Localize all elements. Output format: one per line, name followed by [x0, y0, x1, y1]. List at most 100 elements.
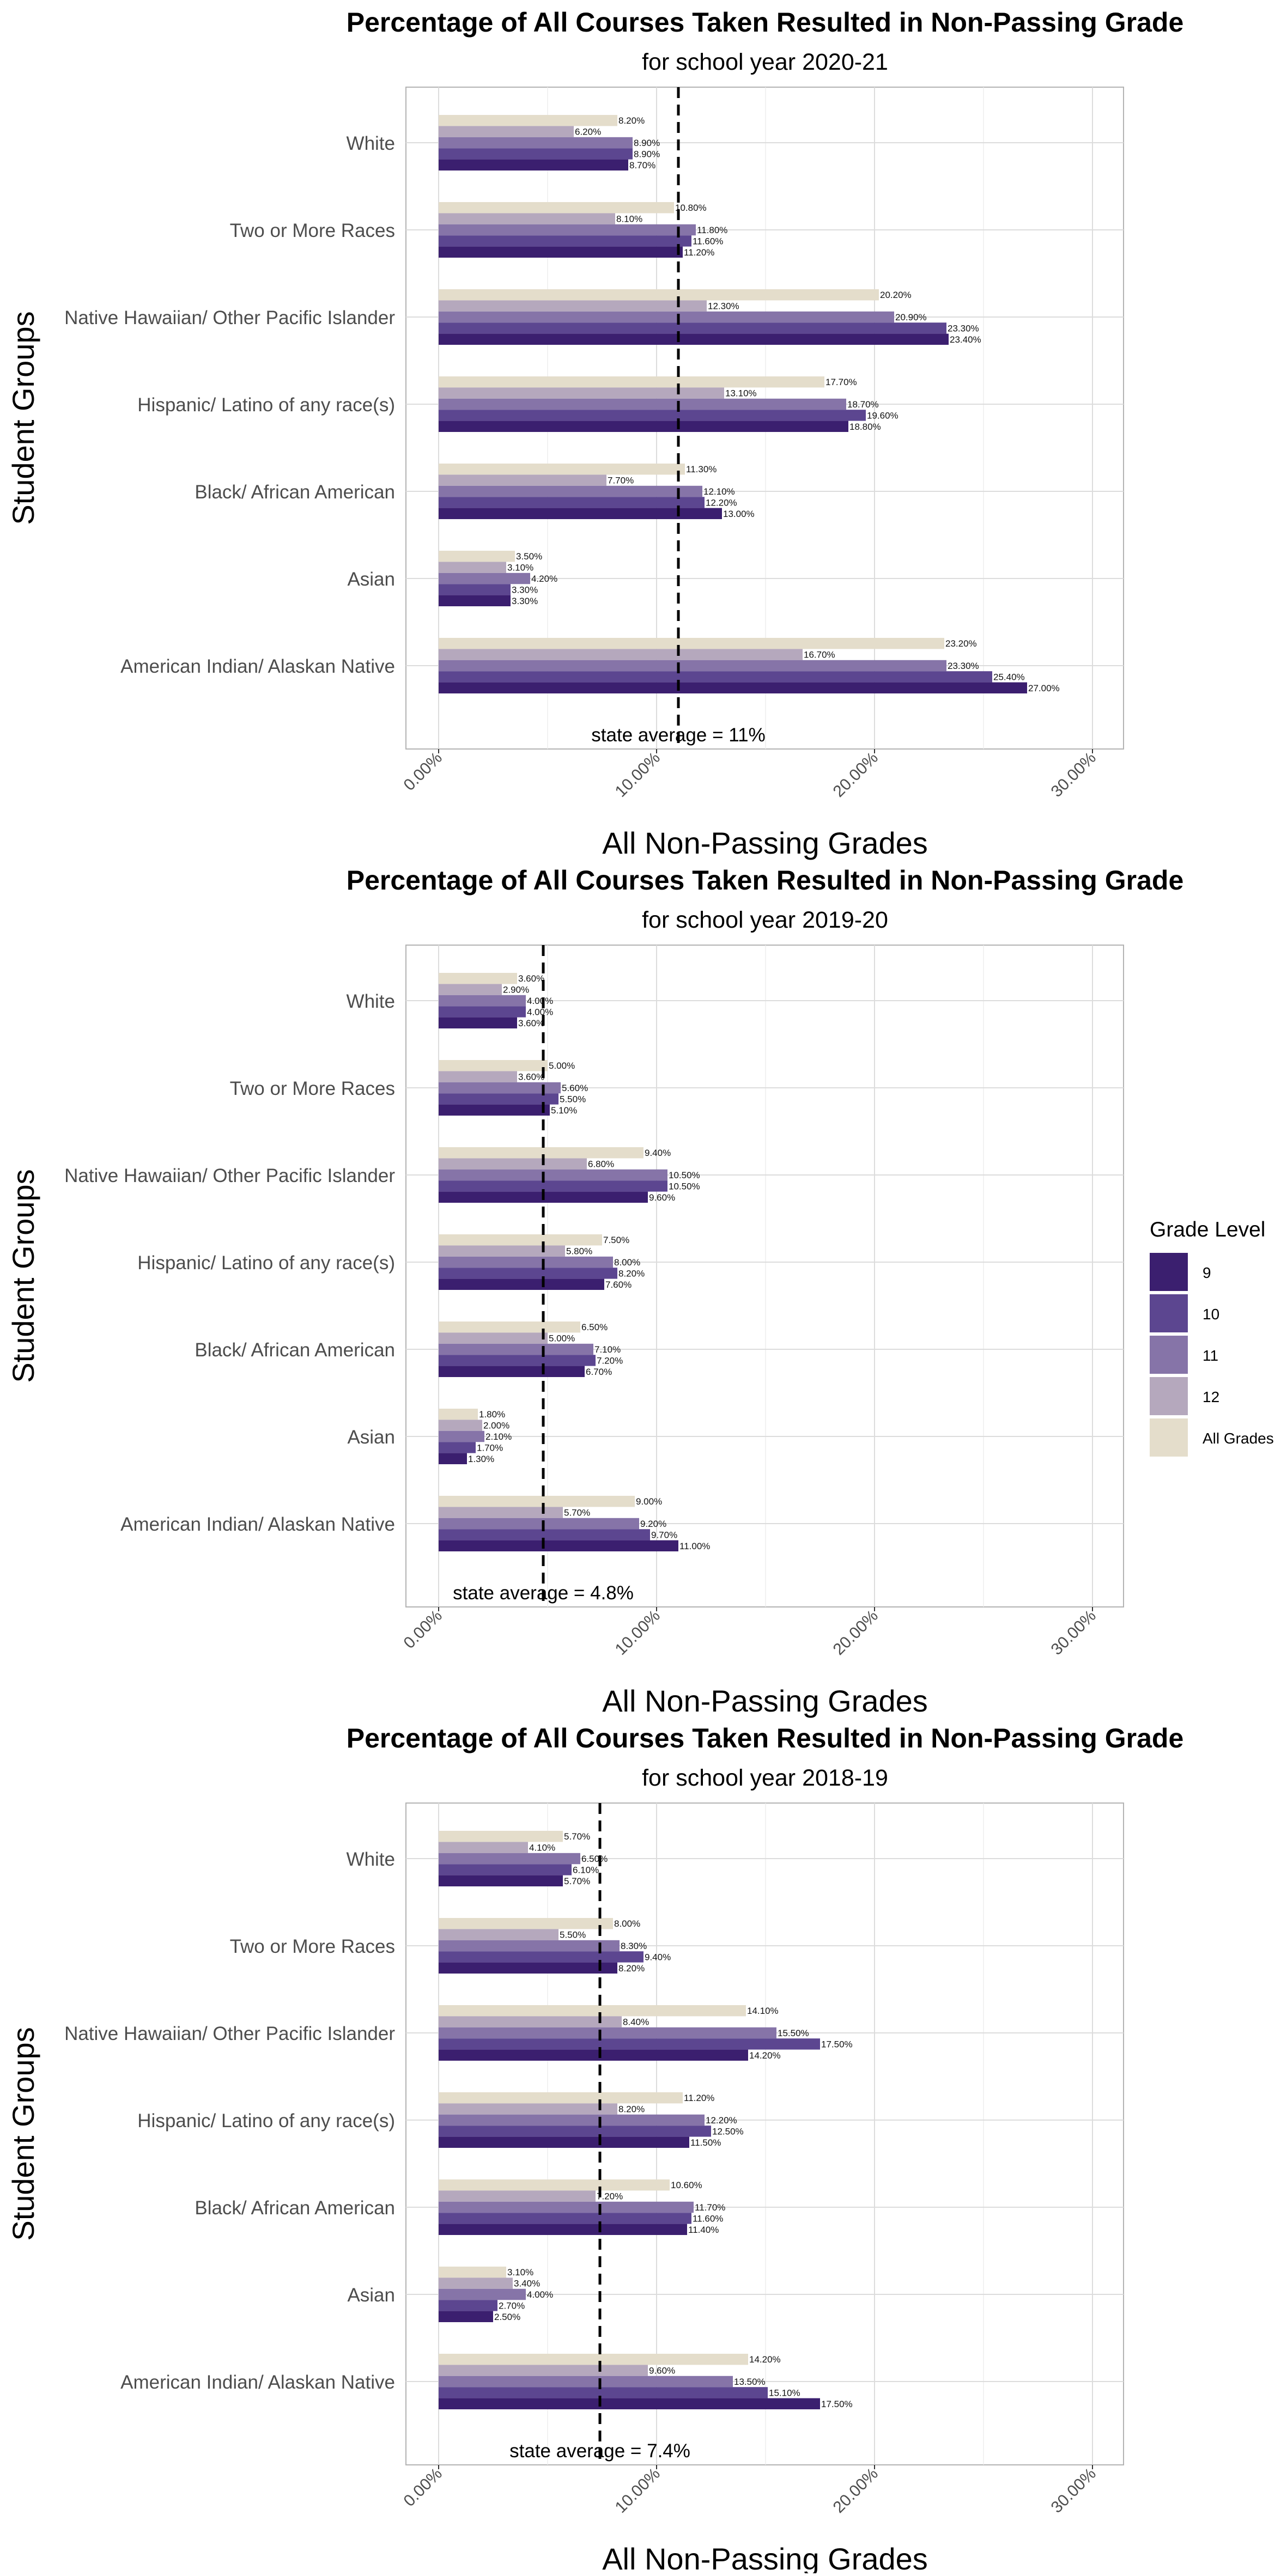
bar [439, 1006, 526, 1018]
bar [439, 638, 944, 649]
bar [439, 1529, 650, 1540]
bar [439, 2190, 596, 2202]
data-label: 11.30% [686, 464, 717, 474]
bar [439, 1507, 563, 1518]
series-11: 8.90% 11.80% 20.90% 18.70% 12.10% 4.20% 23.30% [439, 137, 979, 672]
bar [439, 2201, 694, 2213]
category-label-native-hawaiian-other-pacific-islander: Native Hawaiian/ Other Pacific Islander [64, 307, 395, 328]
data-label: 20.20% [880, 290, 912, 300]
data-label: 9.60% [649, 2366, 675, 2376]
bar [439, 551, 515, 562]
category-label-american-indian-alaskan-native: American Indian/ Alaskan Native [120, 2372, 395, 2393]
data-label: 12.50% [712, 2126, 744, 2136]
data-label: 8.90% [634, 138, 660, 148]
category-label-two-or-more-races: Two or More Races [230, 1078, 395, 1099]
data-label: 19.60% [867, 410, 899, 421]
bar [439, 2016, 622, 2027]
bar [439, 497, 705, 508]
data-label: 4.00% [527, 1007, 553, 1017]
data-label: 7.70% [608, 476, 634, 486]
bar [439, 995, 526, 1007]
bar [439, 202, 674, 214]
data-label: 11.50% [690, 2137, 721, 2148]
data-label: 12.10% [703, 486, 735, 497]
legend: Grade Level 9 10 11 12 All Grades [1150, 1218, 1274, 1457]
data-label: 15.50% [778, 2028, 809, 2038]
bar [439, 2213, 691, 2224]
data-label: 16.70% [804, 650, 835, 660]
bar [439, 1017, 517, 1028]
data-label: 3.10% [507, 563, 533, 573]
x-tick-label: 20.00% [830, 1607, 882, 1659]
data-label: 5.10% [551, 1105, 577, 1116]
data-label: 3.30% [512, 596, 538, 606]
data-label: 9.70% [651, 1530, 677, 1540]
bar [439, 246, 683, 258]
data-label: 23.20% [945, 638, 977, 649]
legend-label-9: 9 [1203, 1264, 1211, 1281]
data-label: 11.20% [684, 247, 714, 258]
bar [439, 1518, 639, 1530]
data-label: 3.50% [516, 551, 542, 562]
data-label: 3.60% [518, 973, 544, 984]
bar [439, 1278, 604, 1290]
data-label: 1.70% [477, 1442, 503, 1453]
legend-swatch-10 [1150, 1294, 1188, 1332]
chart-3: Percentage of All Courses Taken Resulted… [6, 1723, 1183, 2576]
bar [439, 398, 846, 410]
bar [439, 1420, 482, 1431]
data-label: 5.70% [564, 1876, 590, 1886]
legend-swatch-11 [1150, 1336, 1188, 1374]
data-label: 6.70% [586, 1367, 612, 1377]
data-label: 6.20% [575, 127, 601, 137]
bar [439, 1322, 580, 1333]
data-label: 8.00% [614, 1257, 640, 1268]
data-label: 7.20% [597, 2191, 623, 2202]
bar [439, 1256, 613, 1268]
bar [439, 421, 848, 432]
bar [439, 1929, 558, 1940]
category-label-black-african-american: Black/ African American [195, 482, 395, 503]
bar [439, 474, 606, 486]
data-label: 18.80% [849, 422, 881, 432]
data-label: 8.30% [621, 1941, 647, 1951]
data-label: 6.50% [581, 1322, 608, 1332]
category-label-white: White [347, 991, 395, 1012]
bar [439, 2224, 687, 2235]
bar [439, 311, 894, 323]
bar [439, 300, 707, 312]
bar [439, 2092, 683, 2104]
bar [439, 2267, 506, 2278]
bar [439, 2300, 497, 2311]
bar [439, 1540, 678, 1551]
data-label: 8.90% [634, 149, 660, 159]
bar [439, 1453, 467, 1464]
data-label: 13.50% [734, 2377, 766, 2387]
data-label: 12.30% [708, 301, 739, 312]
category-label-asian: Asian [347, 2285, 395, 2306]
category-label-native-hawaiian-other-pacific-islander: Native Hawaiian/ Other Pacific Islander [64, 1165, 395, 1186]
bar [439, 1831, 563, 1842]
bar [439, 333, 949, 345]
data-label: 18.70% [847, 399, 879, 410]
data-label: 5.50% [560, 1094, 586, 1104]
bar [439, 464, 685, 475]
bar [439, 1918, 613, 1929]
bar [439, 984, 502, 995]
bar [439, 2126, 711, 2137]
bar [439, 1430, 484, 1442]
series-9: 5.70% 8.20% 14.20% 11.50% 11.40% 2.50% 17.50% [439, 1875, 853, 2409]
bar [439, 1234, 602, 1246]
series-all-grades: 8.20% 10.80% 20.20% 17.70% 11.30% 3.50% 23.20% [439, 115, 977, 649]
bar [439, 1268, 617, 1279]
data-label: 17.50% [821, 2399, 853, 2409]
category-label-american-indian-alaskan-native: American Indian/ Alaskan Native [120, 656, 395, 677]
bar [439, 2311, 493, 2322]
bar [439, 1409, 478, 1420]
x-tick-label: 30.00% [1048, 1607, 1100, 1659]
bar [439, 235, 691, 247]
data-label: 8.20% [618, 1268, 645, 1278]
data-label: 27.00% [1028, 683, 1060, 693]
